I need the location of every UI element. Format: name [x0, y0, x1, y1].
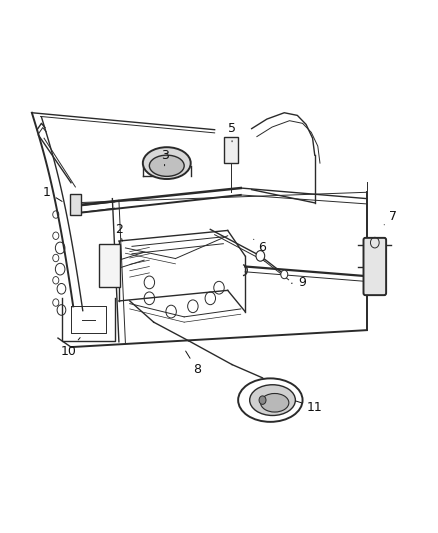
Ellipse shape: [149, 155, 184, 176]
Text: 3: 3: [161, 149, 169, 166]
Text: 2: 2: [115, 223, 123, 241]
FancyBboxPatch shape: [99, 244, 120, 287]
Text: 8: 8: [186, 351, 201, 376]
Text: 9: 9: [291, 276, 306, 289]
FancyBboxPatch shape: [364, 238, 386, 295]
Text: 11: 11: [296, 400, 323, 414]
FancyBboxPatch shape: [70, 194, 81, 215]
Text: 5: 5: [228, 122, 236, 142]
Ellipse shape: [143, 147, 191, 179]
Ellipse shape: [250, 385, 295, 416]
Text: 7: 7: [384, 209, 397, 225]
Circle shape: [281, 270, 288, 279]
Text: 1: 1: [43, 186, 62, 201]
Text: 10: 10: [61, 337, 80, 358]
FancyBboxPatch shape: [224, 137, 238, 163]
Text: 6: 6: [254, 239, 266, 254]
Circle shape: [256, 251, 265, 261]
Ellipse shape: [261, 393, 289, 412]
Circle shape: [259, 396, 266, 405]
